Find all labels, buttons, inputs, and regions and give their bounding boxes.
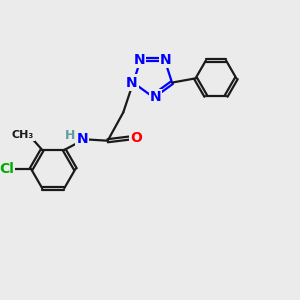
Text: N: N <box>150 90 161 104</box>
Text: N: N <box>160 53 172 67</box>
Text: N: N <box>134 53 145 67</box>
Text: O: O <box>130 131 142 145</box>
Text: H: H <box>64 129 75 142</box>
Text: Cl: Cl <box>0 162 14 176</box>
Text: N: N <box>126 76 138 90</box>
Text: N: N <box>76 132 88 146</box>
Text: CH₃: CH₃ <box>12 130 34 140</box>
